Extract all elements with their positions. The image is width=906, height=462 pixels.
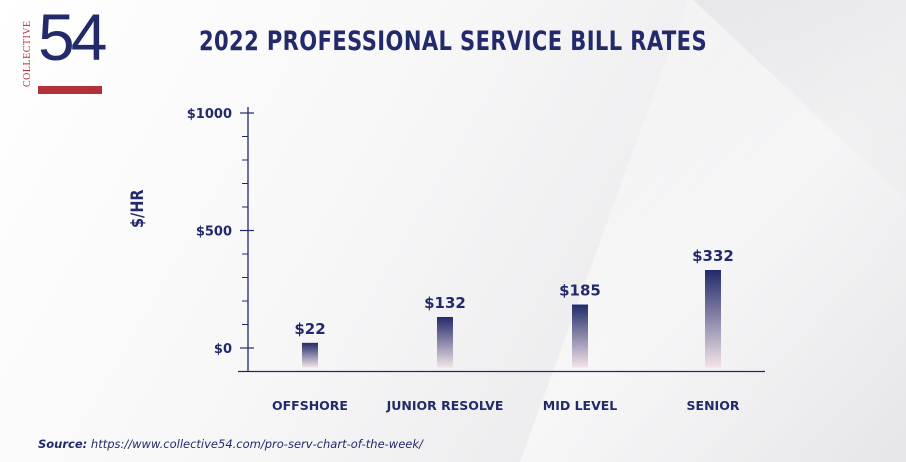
source-note: Source: https://www.collective54.com/pro… (38, 437, 423, 451)
category-label: JUNIOR RESOLVE (386, 398, 504, 413)
source-label: Source: (38, 437, 88, 451)
y-tick-label: $0 (214, 342, 232, 357)
y-tick-label: $500 (196, 225, 232, 240)
value-label: $332 (692, 247, 734, 265)
collective54-logo: COLLECTIVE 54 (22, 4, 107, 98)
labels: $0 $500 $1000 $22 OFFSHORE $132 JUNIOR RESOLVE… (187, 107, 740, 413)
bars (302, 269, 721, 368)
value-label: $185 (559, 282, 601, 300)
bar-offshore (302, 342, 318, 368)
category-label: OFFSHORE (272, 398, 348, 413)
source-url: https://www.collective54.com/pro-serv-ch… (90, 437, 423, 451)
value-label: $22 (294, 320, 325, 338)
bar-senior (705, 269, 721, 368)
axes (238, 107, 765, 373)
chart-title: 2022 PROFESSIONAL SERVICE BILL RATES (198, 26, 708, 57)
value-label: $132 (424, 294, 466, 312)
category-label: MID LEVEL (543, 398, 618, 413)
y-tick-label: $1000 (187, 107, 232, 122)
bar-junior-resolve (437, 316, 453, 368)
bar-mid-level (572, 304, 588, 368)
logo-underline (38, 86, 102, 94)
logo-number: 54 (38, 0, 107, 74)
category-label: SENIOR (687, 398, 740, 413)
